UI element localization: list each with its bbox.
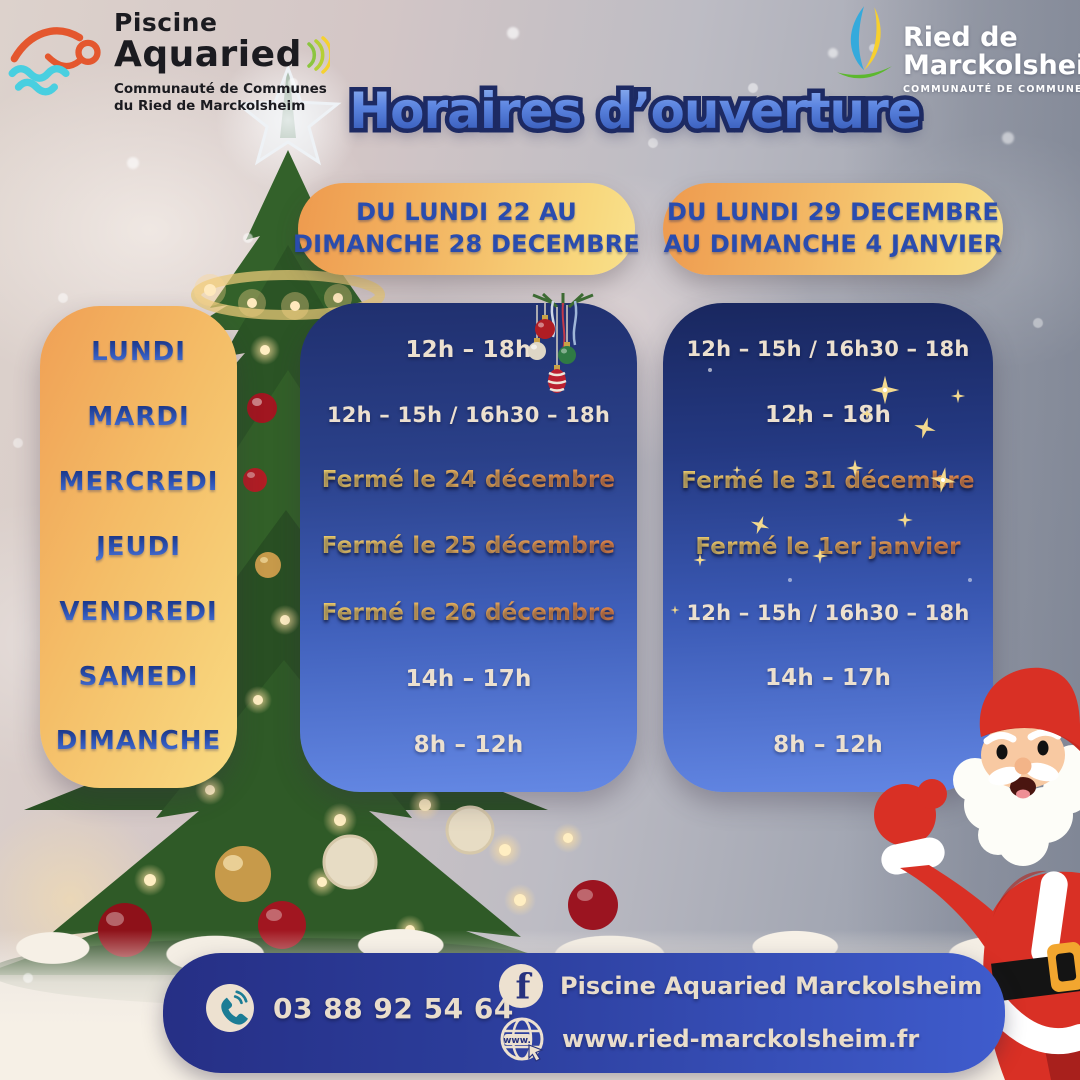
day-label-mercredi: MERCREDI bbox=[58, 467, 219, 498]
week2-header-line1: DU LUNDI 29 DECEMBRE bbox=[666, 198, 1000, 227]
brand-right-line1: Ried de bbox=[903, 22, 1018, 53]
hours-row: 8h – 12h bbox=[663, 732, 993, 758]
brand-subtitle-line2: du Ried de Marckolsheim bbox=[114, 98, 306, 115]
brand-subtitle-line1: Communauté de Communes bbox=[114, 81, 327, 98]
ried-flame-icon bbox=[837, 6, 892, 79]
day-row: MARDI bbox=[40, 402, 237, 432]
hours-row: Fermé le 24 décembre bbox=[300, 467, 637, 493]
hanging-baubles-decoration bbox=[528, 293, 594, 393]
hours-row: 12h – 15h / 16h30 – 18h bbox=[300, 403, 637, 427]
swimmer-icon bbox=[8, 27, 101, 96]
week2-hours-vendredi: 12h – 15h / 16h30 – 18h bbox=[686, 600, 970, 625]
phone-number: 03 88 92 54 64 bbox=[273, 991, 514, 1025]
brand-name-line1: Piscine bbox=[114, 8, 218, 37]
week1-hours-samedi: 14h – 17h bbox=[405, 665, 532, 692]
week1-hours-jeudi: Fermé le 25 décembre bbox=[321, 533, 616, 560]
day-row: LUNDI bbox=[40, 337, 237, 367]
piscine-aquaried-logo: Piscine Aquaried Communauté de Communes … bbox=[8, 8, 330, 115]
brand-right-line2: Marckolsheim bbox=[903, 49, 1080, 81]
svg-text:f: f bbox=[515, 967, 532, 1007]
hours-row: 12h – 15h / 16h30 – 18h bbox=[663, 601, 993, 625]
phone-icon bbox=[206, 984, 254, 1032]
day-row: DIMANCHE bbox=[40, 726, 237, 756]
social-group: f Piscine Aquaried Marckolsheim www. www… bbox=[498, 963, 982, 1063]
phone-group: 03 88 92 54 64 bbox=[205, 983, 514, 1033]
week2-header-pill: DU LUNDI 29 DECEMBRE AU DIMANCHE 4 JANVI… bbox=[663, 183, 1003, 275]
day-row: SAMEDI bbox=[40, 662, 237, 692]
week2-hours-samedi: 14h – 17h bbox=[764, 665, 892, 692]
hours-row: 12h – 15h / 16h30 – 18h bbox=[663, 337, 993, 361]
contact-bar: 03 88 92 54 64 f Piscine Aquaried Marcko… bbox=[163, 953, 1005, 1073]
week1-hours-mardi: 12h – 15h / 16h30 – 18h bbox=[326, 403, 611, 428]
week1-header-pill: DU LUNDI 22 AU DIMANCHE 28 DECEMBRE bbox=[293, 183, 640, 275]
svg-text:www.: www. bbox=[503, 1036, 531, 1046]
week2-hours-lundi: 12h – 15h / 16h30 – 18h bbox=[686, 337, 970, 362]
days-panel: LUNDI MARDI MERCREDI JEUDI VENDREDI SAME… bbox=[40, 306, 237, 788]
brand-right-subtitle: COMMUNAUTÉ DE COMMUNES bbox=[903, 84, 1080, 96]
globe-www-icon: www. bbox=[500, 1017, 544, 1062]
day-label-samedi: SAMEDI bbox=[78, 661, 199, 692]
day-label-vendredi: VENDREDI bbox=[59, 596, 218, 627]
hours-row: Fermé le 26 décembre bbox=[300, 600, 637, 626]
hours-row: 14h – 17h bbox=[300, 666, 637, 692]
day-row: JEUDI bbox=[40, 532, 237, 562]
facebook-row: f Piscine Aquaried Marckolsheim bbox=[498, 963, 982, 1009]
day-row: MERCREDI bbox=[40, 467, 237, 497]
week1-header-line1: DU LUNDI 22 AU bbox=[356, 198, 577, 227]
day-label-dimanche: DIMANCHE bbox=[55, 726, 222, 757]
hours-row: Fermé le 25 décembre bbox=[300, 533, 637, 559]
brand-name-line2: Aquaried bbox=[114, 34, 302, 76]
santa-claus-illustration bbox=[874, 667, 1080, 1080]
hours-row: 12h – 18h bbox=[300, 337, 637, 363]
day-label-mardi: MARDI bbox=[87, 402, 190, 433]
week1-hours-panel: 12h – 18h 12h – 15h / 16h30 – 18h Fermé … bbox=[300, 303, 637, 792]
facebook-page-name: Piscine Aquaried Marckolsheim bbox=[560, 972, 983, 1000]
facebook-icon: f bbox=[498, 963, 544, 1009]
day-label-lundi: LUNDI bbox=[91, 337, 186, 368]
website-row: www. www.ried-marckolsheim.fr bbox=[498, 1015, 982, 1063]
day-row: VENDREDI bbox=[40, 597, 237, 627]
hours-row: 14h – 17h bbox=[663, 665, 993, 691]
page-title-outline: Horaires d’ouverture bbox=[310, 78, 960, 145]
gold-sparkles-decoration bbox=[670, 368, 972, 615]
hours-row: Fermé le 1er janvier bbox=[663, 534, 993, 560]
week1-header-line2: DIMANCHE 28 DECEMBRE bbox=[293, 230, 640, 258]
hours-row: 8h – 12h bbox=[300, 732, 637, 758]
week2-header-line2: AU DIMANCHE 4 JANVIER bbox=[663, 230, 1003, 258]
day-label-jeudi: JEUDI bbox=[96, 531, 181, 562]
week1-hours-mercredi: Fermé le 24 décembre bbox=[321, 467, 616, 494]
week2-hours-mercredi: Fermé le 31 décembre bbox=[681, 468, 975, 495]
week1-hours-lundi: 12h – 18h bbox=[405, 337, 532, 364]
week2-hours-panel: 12h – 15h / 16h30 – 18h 12h – 18h Fermé … bbox=[663, 303, 993, 792]
page-title: Horaires d’ouverture Horaires d’ouvertur… bbox=[310, 78, 960, 152]
website-url: www.ried-marckolsheim.fr bbox=[562, 1025, 920, 1053]
page-title-text: Horaires d’ouverture bbox=[310, 82, 960, 140]
week1-hours-dimanche: 8h – 12h bbox=[413, 731, 524, 758]
ried-de-marckolsheim-logo: Ried de Marckolsheim COMMUNAUTÉ DE COMMU… bbox=[833, 2, 1080, 95]
sound-wave-arcs-icon bbox=[307, 36, 330, 74]
hours-row: Fermé le 31 décembre bbox=[663, 468, 993, 494]
week2-hours-jeudi: Fermé le 1er janvier bbox=[695, 534, 961, 561]
week2-hours-dimanche: 8h – 12h bbox=[773, 731, 883, 758]
week1-hours-vendredi: Fermé le 26 décembre bbox=[321, 599, 616, 626]
